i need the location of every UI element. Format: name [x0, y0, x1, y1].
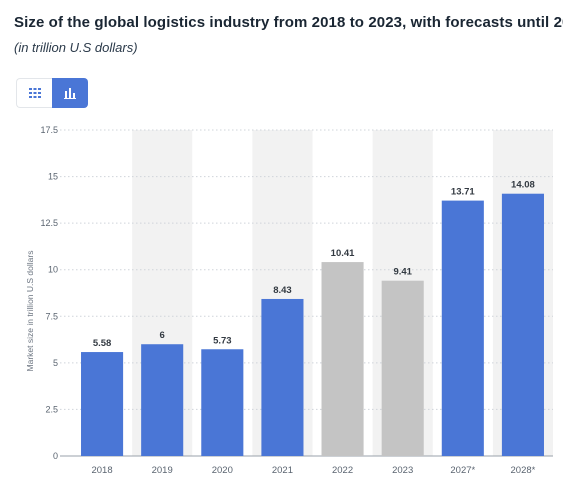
x-tick-label: 2022 [332, 465, 353, 476]
y-tick-label: 7.5 [45, 311, 58, 321]
x-tick-label: 2020 [212, 465, 233, 476]
bar-value-label: 10.41 [331, 248, 355, 259]
bar[interactable] [501, 193, 544, 456]
bar-value-label: 14.08 [511, 180, 535, 191]
y-tick-label: 2.5 [45, 404, 58, 414]
y-tick-label: 15 [48, 172, 58, 182]
x-tick-label: 2023 [392, 465, 413, 476]
value-labels: 5.58 6 5.73 8.43 10.41 9.41 13.71 14.08 [93, 180, 535, 349]
y-axis-ticks: 0 2.5 5 7.5 10 12.5 15 17.5 [40, 125, 58, 461]
view-toggle [16, 78, 88, 108]
bar-chart: 0 2.5 5 7.5 10 12.5 15 17.5 5.58 6 5.73 8.43 10.41 9… [25, 125, 553, 476]
table-view-button[interactable] [16, 78, 52, 108]
x-tick-label: 2021 [272, 465, 293, 476]
bar-value-label: 6 [160, 330, 165, 341]
bar[interactable] [381, 280, 424, 456]
y-axis-label: Market size in trillion U.S dollars [25, 251, 35, 372]
bar-value-label: 5.58 [93, 338, 112, 349]
y-tick-label: 17.5 [40, 125, 58, 135]
y-tick-label: 10 [48, 265, 58, 275]
x-tick-label: 2018 [91, 465, 112, 476]
x-tick-label: 2028* [511, 465, 536, 476]
bar-value-label: 5.73 [213, 335, 232, 346]
y-tick-label: 12.5 [40, 218, 58, 228]
chart-subtitle: (in trillion U.S dollars) [14, 40, 138, 55]
x-tick-label: 2019 [152, 465, 173, 476]
bar-value-label: 13.71 [451, 187, 475, 198]
bar-value-label: 9.41 [393, 267, 412, 278]
chart-title: Size of the global logistics industry fr… [14, 14, 563, 31]
y-tick-label: 5 [53, 358, 58, 368]
bar[interactable] [81, 352, 124, 456]
bar[interactable] [321, 262, 364, 456]
bar-value-label: 8.43 [273, 285, 292, 296]
bars [81, 193, 544, 456]
x-axis-ticks: 2018 2019 2020 2021 2022 2023 2027* 2028* [91, 465, 535, 476]
bar-chart-icon [64, 87, 76, 99]
chart-view-button[interactable] [52, 78, 88, 108]
table-grid-icon [28, 88, 41, 98]
y-tick-label: 0 [53, 451, 58, 461]
x-tick-label: 2027* [450, 465, 475, 476]
bar[interactable] [441, 200, 484, 456]
chart-area: 0 2.5 5 7.5 10 12.5 15 17.5 5.58 6 5.73 8.43 10.41 9… [0, 118, 563, 489]
bar[interactable] [201, 349, 244, 456]
bar[interactable] [261, 298, 304, 456]
bar[interactable] [141, 344, 184, 456]
